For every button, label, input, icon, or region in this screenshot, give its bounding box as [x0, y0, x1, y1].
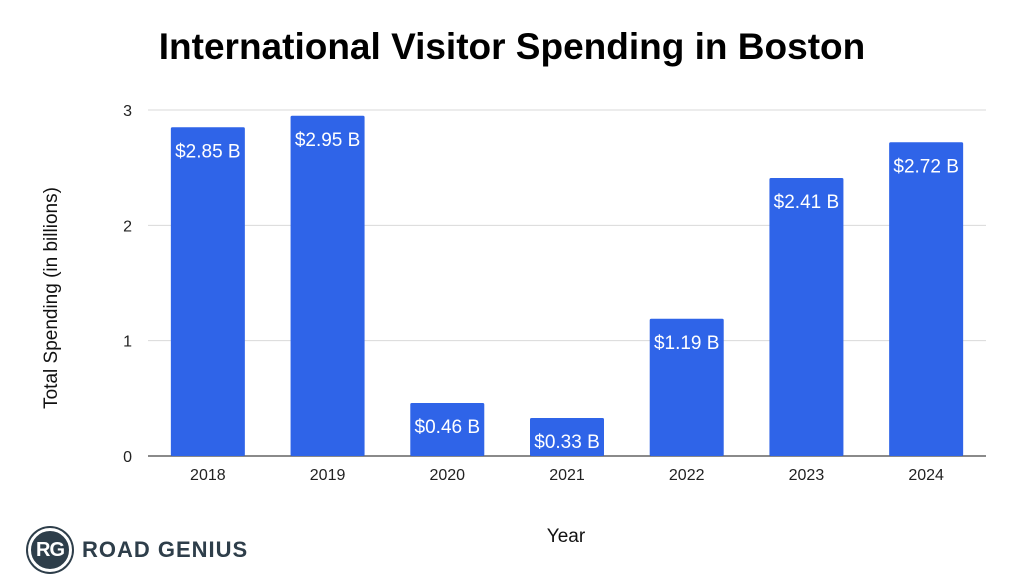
bar-2020 — [410, 402, 485, 456]
data-label-2021: $0.33 B — [534, 432, 600, 453]
y-tick-label: 0 — [123, 449, 132, 466]
data-label-2019: $2.95 B — [295, 130, 361, 151]
data-label-2020: $0.46 B — [415, 417, 481, 438]
y-tick-label: 3 — [123, 103, 132, 120]
data-label-2023: $2.41 B — [774, 192, 840, 213]
bars — [170, 115, 964, 457]
y-axis-title: Total Spending (in billions) — [41, 187, 62, 409]
gridlines — [148, 109, 986, 457]
y-tick-label: 2 — [123, 218, 132, 235]
bar-2021 — [530, 417, 604, 456]
x-tick-label: 2020 — [429, 467, 465, 484]
bar-2019 — [290, 115, 365, 457]
y-tick-label: 1 — [123, 334, 132, 351]
bar-2024 — [889, 142, 964, 456]
x-tick-label: 2021 — [549, 467, 585, 484]
bar-2023 — [769, 178, 844, 456]
y-axis-ticks: 0 1 2 3 — [123, 103, 132, 466]
road-genius-logo: RG ROAD GENIUS — [28, 527, 248, 573]
chart-title: International Visitor Spending in Boston — [158, 26, 866, 67]
data-label-2022: $1.19 B — [654, 333, 720, 354]
data-label-2018: $2.85 B — [175, 141, 241, 162]
logo-text: ROAD GENIUS — [82, 537, 249, 562]
data-labels: $2.85 B $2.95 B $0.46 B $0.33 B $1.19 B $2.41… — [174, 128, 961, 454]
x-tick-label: 2023 — [789, 467, 825, 484]
x-axis-ticks: 2018 2019 2020 2021 2022 2023 2024 — [190, 467, 944, 484]
logo-badge: RG — [28, 528, 72, 572]
x-tick-label: 2024 — [908, 467, 944, 484]
x-tick-label: 2022 — [669, 467, 705, 484]
x-axis-title: Year — [547, 526, 586, 547]
bar-2022 — [649, 318, 724, 456]
x-tick-label: 2019 — [310, 467, 346, 484]
x-tick-label: 2018 — [190, 467, 226, 484]
data-label-2024: $2.72 B — [893, 156, 959, 177]
bar-2018 — [170, 127, 245, 457]
